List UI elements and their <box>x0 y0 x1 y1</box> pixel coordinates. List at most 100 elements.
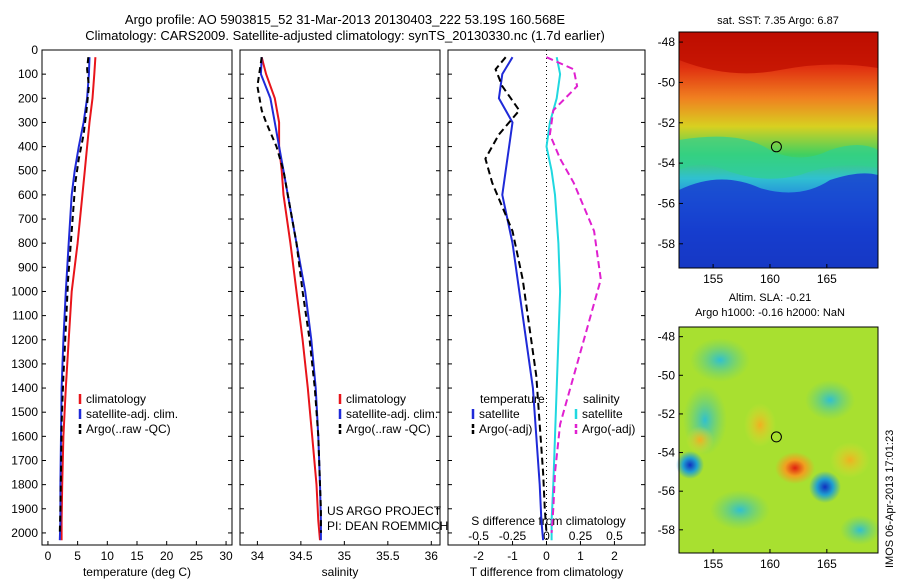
s-tick-label: -0.5 <box>468 529 489 543</box>
series-line <box>256 57 322 533</box>
y-tick-label: 1100 <box>12 309 38 323</box>
sla-map: Altim. SLA: -0.21 Argo h1000: -0.16 h200… <box>658 292 880 571</box>
map-x-tick-label: 165 <box>817 272 837 286</box>
y-tick-label: 300 <box>18 115 38 129</box>
map-y-tick-label: -50 <box>658 368 676 382</box>
y-tick-label: 500 <box>18 164 38 178</box>
y-tick-label: 800 <box>18 236 38 250</box>
x-tick-label: 5 <box>74 549 81 563</box>
series-line <box>58 57 90 533</box>
x-tick-label: 35.5 <box>376 549 400 563</box>
series-line <box>545 57 562 541</box>
map-y-tick-label: -54 <box>658 446 676 460</box>
y-tick-label: 1700 <box>11 453 38 467</box>
plot-frame <box>239 49 441 546</box>
x-tick-label: 0 <box>543 549 550 563</box>
series-line <box>60 57 97 541</box>
map-y-tick-label: -50 <box>658 75 676 89</box>
map-y-tick-label: -48 <box>658 35 676 49</box>
sst-map: sat. SST: 7.35 Argo: 6.87 -48 -50 -52 -54 -5… <box>658 15 879 286</box>
y-tick-label: 400 <box>18 140 38 154</box>
timestamp: IMOS 06-Apr-2013 17:01:23 <box>884 430 896 568</box>
legend-label: Argo(-adj) <box>479 422 532 436</box>
y-tick-label: 1300 <box>11 357 38 371</box>
map-y-tick-label: -56 <box>658 484 676 498</box>
series-line <box>260 56 321 541</box>
x-tick-label: 2 <box>611 549 618 563</box>
x-tick-label: -1 <box>507 549 518 563</box>
sla-argo-marker <box>770 431 782 443</box>
sst-argo-marker <box>770 141 782 153</box>
temperature-plot: 0100200300400500600700800900100011001200… <box>11 43 233 579</box>
series-line <box>546 56 602 533</box>
legend-label: satellite-adj. clim. <box>86 407 178 421</box>
map-x-tick-label: 155 <box>703 272 723 286</box>
s-axis-label: S difference from climatology <box>471 514 626 528</box>
map-y-tick-label: -52 <box>658 407 676 421</box>
x-tick-label: 20 <box>160 549 174 563</box>
sla-map-title-2: Argo h1000: -0.16 h2000: NaN <box>695 307 845 319</box>
sst-map-title: sat. SST: 7.35 Argo: 6.87 <box>717 15 839 27</box>
map-y-tick-label: -52 <box>658 116 676 130</box>
y-tick-label: 1800 <box>11 478 38 492</box>
x-tick-label: 25 <box>190 549 204 563</box>
pi-text: PI: DEAN ROEMMICH <box>327 519 448 533</box>
y-tick-label: 100 <box>18 67 38 81</box>
map-y-tick-label: -56 <box>658 196 676 210</box>
legend-title: temperature <box>480 392 545 406</box>
legend-label: satellite-adj. clim. <box>346 407 438 421</box>
y-tick-label: 900 <box>18 260 38 274</box>
x-tick-label: 30 <box>219 549 233 563</box>
x-tick-label: 10 <box>101 549 115 563</box>
legend-label: Argo(-adj) <box>582 422 635 436</box>
x-tick-label: 34.5 <box>289 549 313 563</box>
y-tick-label: 2000 <box>11 526 38 540</box>
x-axis-label: salinity <box>322 565 359 579</box>
y-tick-label: 600 <box>18 188 38 202</box>
legend-title: salinity <box>583 392 620 406</box>
sst-warm-front <box>679 32 878 74</box>
y-tick-label: 1000 <box>11 284 38 298</box>
x-tick-label: 34 <box>251 549 265 563</box>
series-line <box>497 56 545 541</box>
s-tick-label: -0.25 <box>499 529 527 543</box>
map-x-tick-label: 155 <box>703 557 723 571</box>
legend-label: Argo(..raw -QC) <box>346 422 431 436</box>
y-tick-label: 700 <box>18 212 38 226</box>
sla-map-title-1: Altim. SLA: -0.21 <box>729 292 812 304</box>
s-tick-label: 0 <box>543 529 550 543</box>
x-axis-label: temperature (deg C) <box>83 565 191 579</box>
project-text: US ARGO PROJECT <box>327 504 442 518</box>
sla-map-eddies <box>676 338 880 545</box>
title-line-1: Argo profile: AO 5903815_52 31-Mar-2013 … <box>125 12 566 27</box>
sst-green-band <box>679 136 878 179</box>
map-y-tick-label: -58 <box>658 523 676 537</box>
legend-label: satellite <box>479 407 520 421</box>
y-tick-label: 1200 <box>11 333 38 347</box>
x-tick-label: 15 <box>130 549 144 563</box>
sst-cold-tongue <box>679 173 878 268</box>
x-tick-label: 0 <box>45 549 52 563</box>
y-tick-label: 1600 <box>11 429 38 443</box>
map-y-tick-label: -54 <box>658 156 676 170</box>
x-tick-label: 35 <box>338 549 352 563</box>
series-line <box>484 56 548 533</box>
legend-label: climatology <box>346 392 406 406</box>
y-tick-label: 1900 <box>11 502 38 516</box>
map-x-tick-label: 160 <box>760 557 780 571</box>
title-line-2: Climatology: CARS2009. Satellite-adjuste… <box>85 28 605 43</box>
legend-label: Argo(..raw -QC) <box>86 422 171 436</box>
map-x-tick-label: 165 <box>817 557 837 571</box>
y-tick-label: 200 <box>18 91 38 105</box>
map-x-tick-label: 160 <box>760 272 780 286</box>
salinity-plot: 34 34.5 35 35.5 36 salinity climatologysatelli… <box>239 49 441 579</box>
legend-label: satellite <box>582 407 623 421</box>
y-tick-label: 1400 <box>11 381 38 395</box>
difference-plot: -2 -1 0 1 2 -0.5 -0.25 0 0.25 0.5S difference fro… <box>447 49 646 579</box>
s-tick-label: 0.5 <box>606 529 623 543</box>
s-tick-label: 0.25 <box>569 529 593 543</box>
x-tick-label: -2 <box>473 549 484 563</box>
y-tick-label: 0 <box>31 43 38 57</box>
x-tick-label: 1 <box>577 549 584 563</box>
